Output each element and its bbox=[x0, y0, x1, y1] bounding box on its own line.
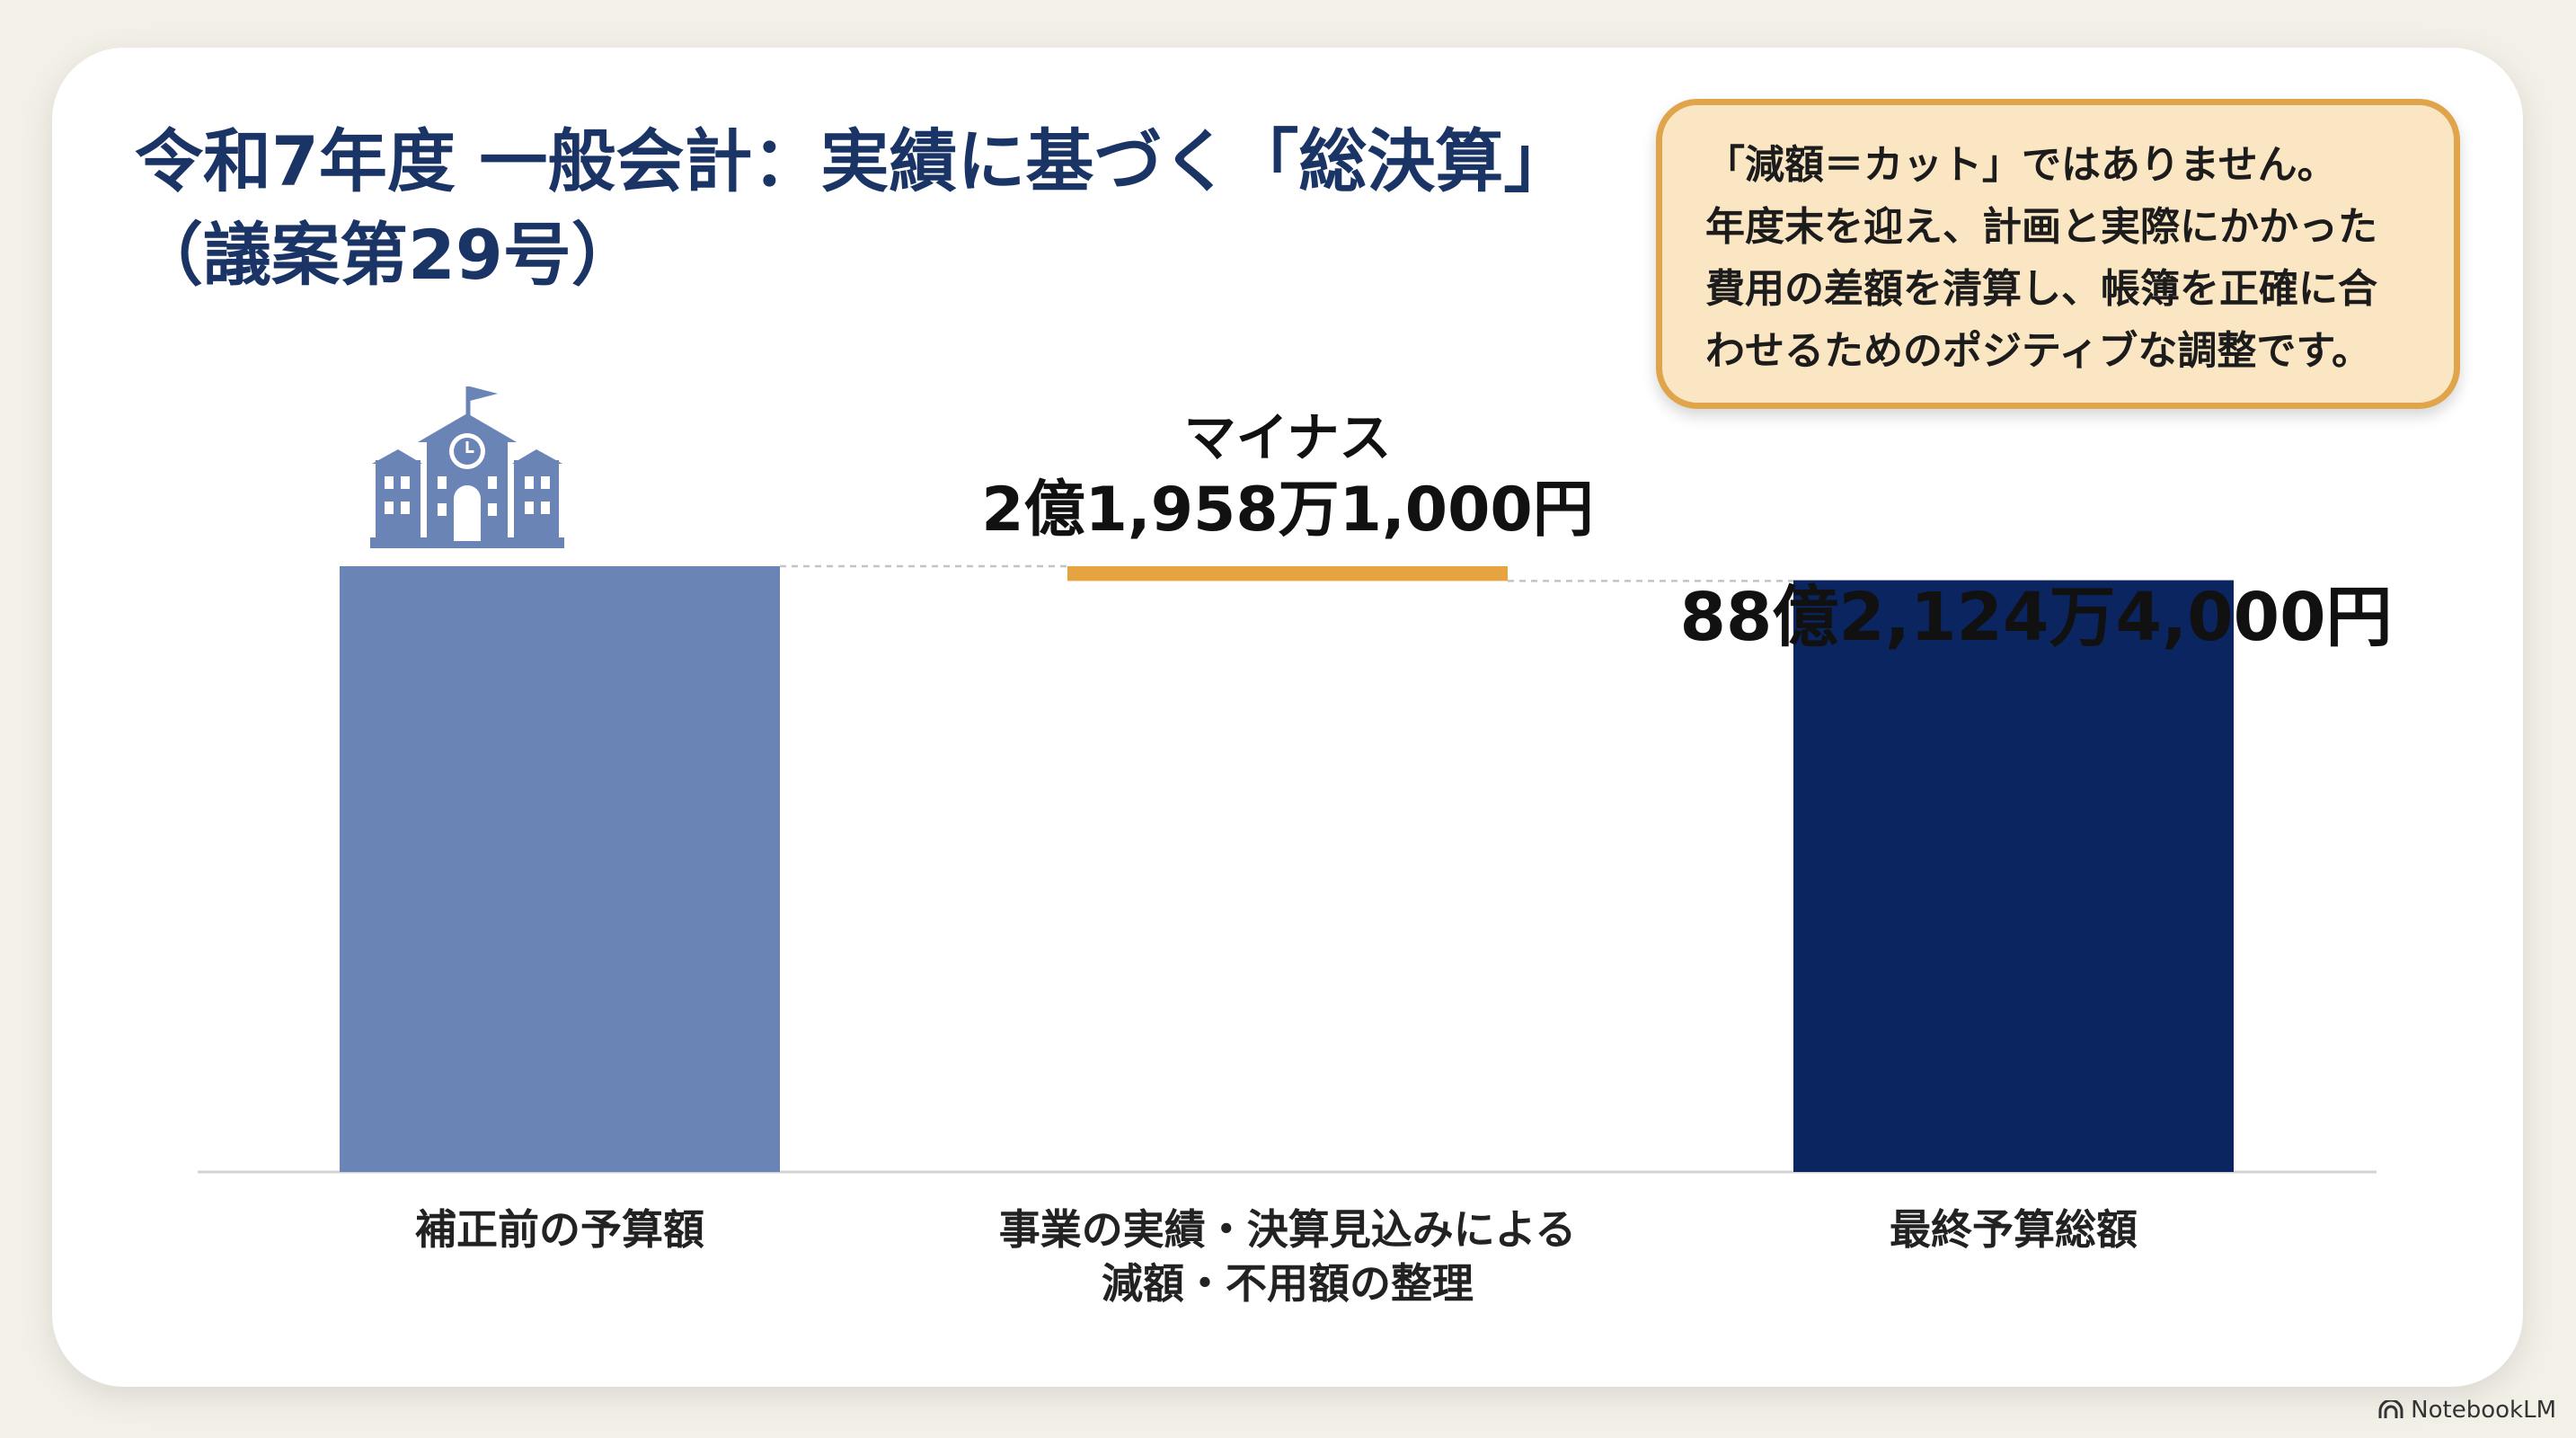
category-label-2-line-2: 減額・不用額の整理 bbox=[1102, 1259, 1474, 1308]
callout-box: 「減額＝カット」ではありません。 年度末を迎え、計画と実際にかかった 費用の差額… bbox=[1656, 99, 2460, 409]
callout-line-3: 費用の差額を清算し、帳簿を正確に合 bbox=[1705, 266, 2377, 312]
title-line-1: 令和7年度 一般会計：実績に基づく「総決算」 bbox=[135, 121, 1572, 201]
bar-1 bbox=[340, 566, 780, 1172]
school-building-icon bbox=[370, 386, 564, 548]
category-label-3-line-1: 最終予算総額 bbox=[1890, 1205, 2138, 1254]
watermark-text: NotebookLM bbox=[2411, 1397, 2556, 1424]
title-line-2: （議案第29号） bbox=[135, 215, 640, 295]
callout-text: 「減額＝カット」ではありません。 年度末を迎え、計画と実際にかかった 費用の差額… bbox=[1705, 134, 2421, 382]
data-label-bar-3: 88億2,124万4,000円 bbox=[1679, 579, 2392, 656]
watermark: NotebookLM bbox=[2378, 1397, 2556, 1424]
callout-line-4: わせるためのポジティブな調整です。 bbox=[1705, 328, 2371, 374]
callout-line-1: 「減額＝カット」ではありません。 bbox=[1705, 142, 2337, 188]
data-label-bar-2-line-1: マイナス bbox=[1184, 407, 1392, 468]
notebooklm-logo-icon bbox=[2378, 1400, 2403, 1418]
bar-2 bbox=[1067, 566, 1508, 581]
category-label-1-line-1: 補正前の予算額 bbox=[415, 1205, 704, 1254]
bar-3 bbox=[1793, 580, 2234, 1172]
callout-line-2: 年度末を迎え、計画と実際にかかった bbox=[1705, 204, 2377, 250]
data-label-bar-2-line-2: 2億1,958万1,000円 bbox=[981, 475, 1594, 546]
category-label-2-line-1: 事業の実績・決算見込みによる bbox=[999, 1205, 1577, 1254]
page-title: 令和7年度 一般会計：実績に基づく「総決算」 （議案第29号） bbox=[135, 115, 1662, 302]
